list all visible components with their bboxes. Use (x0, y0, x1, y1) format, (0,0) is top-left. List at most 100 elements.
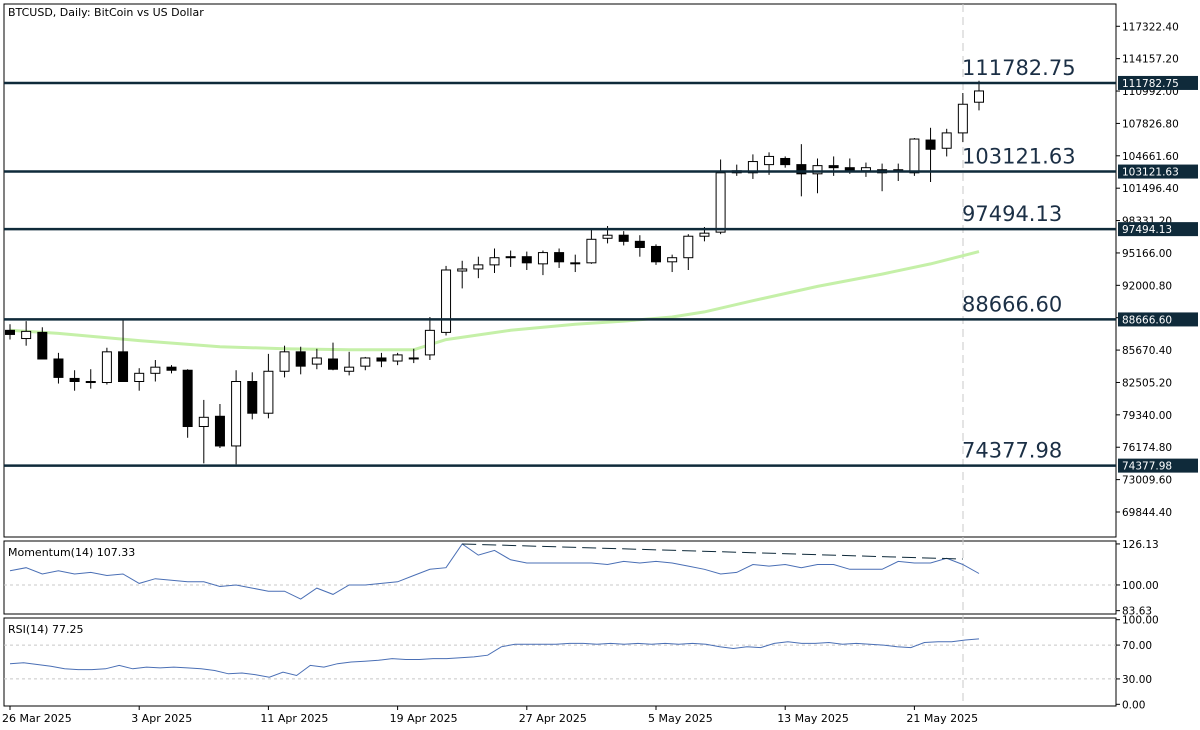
candle-bull (764, 155, 775, 166)
candle-bull (974, 90, 984, 103)
candle-bull (699, 232, 710, 237)
x-tick-label: 19 Apr 2025 (390, 712, 458, 725)
candle-bull (311, 357, 322, 365)
level-price-tag (1118, 222, 1198, 237)
candle-bear (214, 415, 225, 447)
level-price-tag-label: 88666.60 (1122, 314, 1172, 326)
y-tick-label: 79340.00 (1122, 410, 1172, 422)
y-tick-label: 82505.20 (1122, 377, 1172, 389)
main-plot: 111782.75 103121.63 97494.13 88666.60 74377.… (4, 56, 1116, 467)
x-tick-label: 26 Mar 2025 (2, 712, 72, 725)
y-tick-label: 69844.40 (1122, 507, 1172, 519)
moving-average-line (9, 250, 980, 352)
candle-bull (134, 372, 145, 382)
candle-bear (925, 139, 936, 150)
x-tick-label: 27 Apr 2025 (519, 712, 587, 725)
level-price-tag (1118, 164, 1198, 179)
candle-bull (715, 172, 726, 233)
x-tick-label: 21 May 2025 (906, 712, 978, 725)
y-tick-label: 101496.40 (1122, 183, 1179, 195)
candle-bull (941, 132, 952, 149)
candle-bull (263, 370, 274, 414)
momentum-pane-frame (3, 540, 1117, 615)
candle-bear (780, 157, 791, 166)
momentum-y-tick-label: 126.13 (1122, 539, 1159, 551)
candle-bull (602, 234, 613, 239)
rsi-y-tick-label: 0.00 (1122, 699, 1145, 711)
y-tick-label: 85670.40 (1122, 345, 1172, 357)
candle-bear (634, 240, 645, 248)
y-tick-label: 92000.80 (1122, 280, 1172, 292)
candle-bull (489, 257, 500, 266)
candle-bull (457, 268, 468, 272)
level-price-tag (1118, 75, 1198, 90)
rsi-y-tick-label: 70.00 (1122, 640, 1152, 652)
level-label: 97494.13 (962, 202, 1062, 226)
y-tick-label: 114157.20 (1122, 54, 1179, 66)
y-tick-label: 117322.40 (1122, 21, 1179, 33)
y-tick-label: 104661.60 (1122, 151, 1179, 163)
level-price-tag (1118, 312, 1198, 327)
candle-bear (295, 351, 306, 367)
candle-bear (247, 380, 258, 414)
level-label: 111782.75 (962, 56, 1076, 80)
candle-bull (667, 257, 678, 263)
candle-bear (796, 164, 807, 175)
candle-bear (651, 245, 661, 263)
y-tick-label: 73009.60 (1122, 475, 1172, 487)
candle-bear (166, 366, 177, 371)
candle-bull (812, 165, 823, 175)
candle-bull (860, 167, 871, 172)
candle-bear (376, 357, 387, 362)
candle-bear (844, 167, 855, 172)
candle-bear (118, 351, 129, 382)
axes: 117322.40114157.20110992.00107826.801046… (2, 21, 1198, 725)
level-label: 88666.60 (962, 292, 1062, 316)
rsi-y-tick-label: 30.00 (1122, 674, 1152, 686)
y-tick-label: 76174.80 (1122, 442, 1172, 454)
candle-bull (441, 269, 452, 333)
candle-bull (198, 416, 209, 428)
candle-bull (424, 329, 435, 356)
candle-bear (5, 329, 15, 335)
candle-bull (586, 238, 597, 264)
candle-bear (182, 369, 193, 428)
level-price-tag-label: 97494.13 (1122, 224, 1172, 236)
rsi-line (9, 638, 980, 678)
x-tick-label: 5 May 2025 (648, 712, 713, 725)
candle-bull (21, 330, 32, 340)
candle-bear (554, 252, 565, 263)
rsi-title: RSI(14) 77.25 (8, 623, 83, 636)
candle-bear (828, 165, 839, 169)
level-price-tag-label: 103121.63 (1122, 167, 1179, 179)
candle-bear (618, 234, 629, 242)
momentum-y-tick-label: 100.00 (1122, 580, 1159, 592)
chart-title: BTCUSD, Daily: BitCoin vs US Dollar (8, 6, 204, 19)
candle-bull (279, 351, 290, 372)
rsi-y-tick-label: 100.00 (1122, 615, 1159, 627)
candle-bear (37, 331, 48, 360)
candle-bull (909, 138, 920, 174)
candle-bull (408, 357, 419, 360)
candle-bull (570, 262, 581, 265)
rsi-plot (4, 638, 1116, 680)
main-pane-frame (3, 3, 1117, 538)
candle-bull (537, 252, 548, 265)
momentum-plot (4, 543, 1116, 600)
level-price-tag (1118, 458, 1198, 473)
candle-bull (360, 357, 371, 367)
candle-bull (344, 366, 355, 372)
x-tick-label: 13 May 2025 (777, 712, 849, 725)
candle-bear (85, 380, 96, 384)
candle-bear (328, 358, 338, 370)
candle-bull (150, 366, 161, 374)
candle-bear (69, 377, 80, 382)
x-tick-label: 3 Apr 2025 (131, 712, 192, 725)
candle-bull (683, 235, 694, 259)
candle-bull (957, 103, 968, 134)
candle-bull (473, 264, 484, 270)
momentum-title: Momentum(14) 107.33 (8, 546, 135, 559)
y-tick-label: 95166.00 (1122, 248, 1172, 260)
level-price-tag-label: 74377.98 (1122, 461, 1172, 473)
